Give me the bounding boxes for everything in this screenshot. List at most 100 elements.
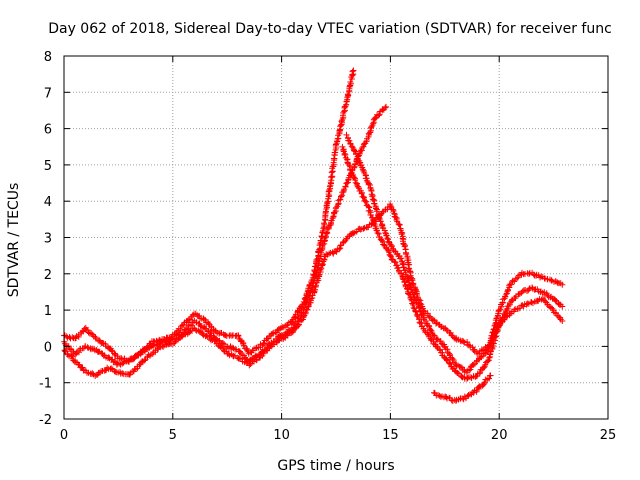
data-point	[413, 308, 420, 315]
data-point	[343, 131, 350, 138]
data-point	[382, 104, 389, 111]
data-point	[308, 295, 315, 302]
data-point	[542, 298, 549, 305]
data-point	[350, 230, 357, 237]
data-point	[406, 291, 413, 298]
data-point	[316, 242, 323, 249]
data-point	[84, 344, 91, 351]
data-point	[337, 196, 344, 203]
data-point	[447, 361, 454, 367]
data-point	[466, 367, 472, 374]
data-point	[359, 145, 366, 151]
data-point	[376, 214, 383, 221]
data-point	[322, 234, 329, 241]
data-point	[120, 359, 127, 366]
data-point	[387, 202, 394, 209]
data-point	[315, 272, 322, 279]
data-point	[336, 246, 343, 252]
data-point	[221, 347, 227, 354]
data-point	[253, 357, 260, 364]
data-point	[332, 141, 339, 148]
data-point	[316, 271, 323, 278]
data-point	[192, 326, 199, 333]
data-point	[90, 345, 97, 352]
data-point	[235, 333, 242, 339]
data-point	[412, 287, 419, 294]
data-point	[64, 351, 71, 358]
data-point	[186, 329, 193, 335]
data-point	[405, 290, 412, 297]
data-point	[331, 209, 338, 216]
data-point	[330, 155, 337, 162]
data-point	[342, 183, 349, 190]
data-point	[358, 190, 365, 197]
x-tick-label: 15	[382, 428, 399, 443]
data-point	[63, 333, 70, 340]
data-point	[457, 363, 464, 370]
data-point	[350, 67, 357, 74]
data-point	[177, 326, 184, 332]
data-point	[371, 219, 377, 226]
x-axis-ticks: 0 5 10 15 20 25	[60, 56, 616, 443]
data-point	[464, 339, 471, 345]
data-point	[304, 306, 311, 313]
data-point	[497, 317, 504, 324]
data-point	[220, 340, 226, 347]
y-tick-label: -2	[39, 413, 52, 428]
chart-title: Day 062 of 2018, Sidereal Day-to-day VTE…	[48, 21, 612, 37]
data-point	[387, 253, 394, 260]
data-point	[347, 167, 354, 174]
data-point	[495, 307, 502, 314]
data-point	[269, 330, 276, 337]
x-tick-label: 0	[60, 428, 68, 443]
y-tick-label: 7	[44, 86, 52, 101]
data-point	[278, 324, 285, 331]
y-tick-label: 8	[44, 50, 52, 65]
data-point	[361, 194, 367, 201]
data-point	[372, 114, 379, 121]
data-point	[211, 337, 218, 344]
data-point	[470, 361, 477, 368]
data-point	[387, 252, 394, 259]
data-point	[502, 293, 509, 300]
data-point	[454, 370, 461, 376]
data-point	[486, 375, 492, 382]
data-point	[203, 332, 210, 339]
x-tick-label: 25	[600, 428, 617, 443]
series-track-6	[431, 372, 494, 404]
data-point	[443, 326, 450, 333]
data-point	[317, 266, 324, 273]
data-point	[446, 360, 453, 367]
y-tick-label: 2	[44, 268, 52, 283]
data-point	[385, 247, 392, 254]
data-points	[61, 67, 566, 404]
data-point	[360, 225, 367, 232]
data-point	[559, 281, 566, 288]
data-point	[430, 316, 437, 323]
data-point	[409, 301, 416, 308]
y-axis-ticks: -2 -1 0 1 2 3 4 5 6 7 8	[39, 50, 608, 428]
data-point	[379, 237, 385, 244]
data-point	[508, 281, 514, 288]
data-point	[433, 320, 439, 327]
x-tick-label: 10	[273, 428, 290, 443]
data-point	[465, 392, 472, 398]
data-point	[240, 342, 247, 349]
data-point	[383, 103, 390, 110]
data-point	[533, 272, 539, 279]
data-point	[373, 205, 379, 212]
data-point	[416, 305, 423, 311]
y-tick-label: 6	[44, 123, 52, 138]
data-point	[80, 328, 87, 335]
data-point	[119, 370, 126, 377]
data-point	[487, 372, 494, 379]
data-point	[443, 394, 450, 401]
y-axis-label: SDTVAR / TECUs	[6, 183, 22, 298]
data-point	[89, 370, 96, 377]
data-point	[339, 117, 345, 124]
x-tick-label: 20	[491, 428, 508, 443]
data-point	[141, 357, 148, 364]
data-point	[398, 255, 405, 262]
data-point	[318, 265, 325, 272]
y-tick-label: 3	[44, 232, 52, 247]
